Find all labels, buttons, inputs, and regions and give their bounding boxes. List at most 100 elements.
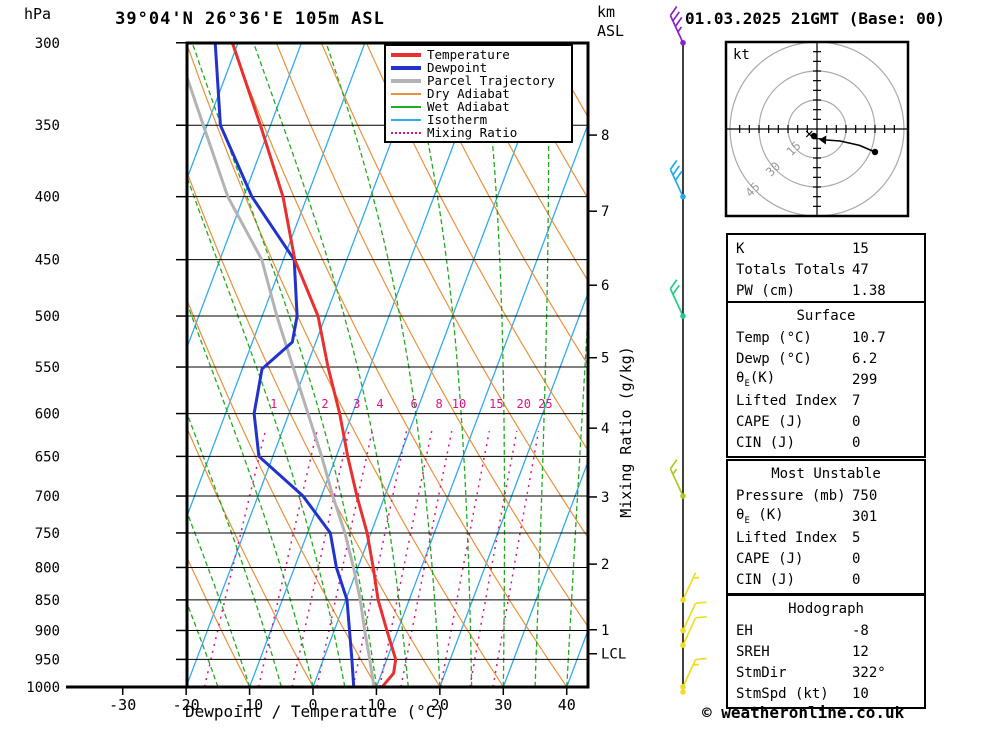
wind-barb-700 — [669, 459, 686, 499]
svg-text:850: 850 — [35, 593, 60, 609]
svg-text:750: 750 — [35, 526, 60, 542]
svg-text:700: 700 — [35, 489, 60, 505]
svg-text:1000: 1000 — [26, 680, 60, 696]
table-row: Lifted Index 7 — [736, 390, 916, 411]
svg-text:450: 450 — [35, 253, 60, 269]
hodograph-ring-label: 15 — [784, 139, 804, 159]
row-value: 6.2 — [852, 350, 878, 367]
table-title: Most Unstable — [771, 466, 881, 482]
table-title: Hodograph — [788, 601, 864, 617]
mixing-ratio-axis-label: Mixing Ratio (g/kg) — [617, 346, 635, 518]
row-value: -8 — [852, 622, 869, 639]
svg-text:600: 600 — [35, 407, 60, 423]
legend-label: Isotherm — [427, 112, 488, 127]
table-hodograph: Hodograph EH -8 SREH 12 StmDir 322° StmSpd (kt)… — [726, 594, 926, 709]
svg-text:4: 4 — [601, 421, 609, 437]
dewpoint-line-sample — [391, 65, 421, 70]
legend-item-dry_adiabat: Dry Adiabat — [391, 87, 567, 100]
svg-text:-20: -20 — [173, 696, 200, 714]
svg-text:2: 2 — [601, 557, 609, 573]
table-surface: Surface Temp (°C) 10.7 Dewp (°C) 6.2 θE(K) 299… — [726, 301, 926, 458]
row-value: 10 — [852, 685, 869, 702]
km-axis: 8 7 6 5 4 3 2 1 LCL — [589, 128, 626, 663]
table-row: Dewp (°C) 6.2 — [736, 348, 916, 369]
date-label: 01.03.2025 21GMT (Base: 00) — [684, 9, 946, 28]
legend-item-wet_adiabat: Wet Adiabat — [391, 100, 567, 113]
row-value: 299 — [852, 371, 878, 388]
row-label: SREH — [736, 643, 770, 660]
svg-text:0: 0 — [308, 696, 317, 714]
parcel-trajectory-curve — [187, 72, 376, 687]
wind-barb-1000 — [680, 657, 707, 690]
svg-text:350: 350 — [35, 118, 60, 134]
legend-label: Dewpoint — [427, 60, 488, 75]
table-row: CIN (J) 0 — [736, 432, 916, 453]
isotherm-line-sample — [391, 118, 421, 121]
table-row: Temp (°C) 10.7 — [736, 327, 916, 348]
svg-text:10: 10 — [452, 397, 466, 411]
table-row: Totals Totals 47 — [736, 259, 916, 280]
altitude-unit-label: km ASL — [597, 3, 624, 41]
wind-barb-300 — [669, 5, 686, 46]
svg-text:2: 2 — [321, 397, 328, 411]
svg-text:20: 20 — [516, 397, 530, 411]
row-value: 0 — [852, 434, 861, 451]
svg-text:6: 6 — [410, 397, 417, 411]
svg-text:25: 25 — [538, 397, 552, 411]
row-label: K — [736, 240, 745, 257]
row-label: EH — [736, 622, 753, 639]
legend-label: Dry Adiabat — [427, 86, 510, 101]
table-indices: K 15 Totals Totals 47 PW (cm) 1.38 — [726, 233, 926, 306]
wind-barb-column — [669, 5, 707, 695]
row-label: CAPE (J) — [736, 550, 804, 567]
row-value: 5 — [852, 529, 861, 546]
dewpoint-curve — [213, 43, 356, 687]
table-row: K 15 — [736, 238, 916, 259]
svg-text:-30: -30 — [109, 696, 136, 714]
table-row: Lifted Index 5 — [736, 527, 916, 548]
mixing-ratio-lines — [203, 430, 540, 687]
parcel-line-sample — [391, 78, 421, 83]
table-row: StmDir 322° — [736, 662, 916, 683]
svg-text:1: 1 — [601, 623, 609, 639]
legend-item-temperature: Temperature — [391, 48, 567, 61]
row-value: 7 — [852, 392, 861, 409]
table-row: EH -8 — [736, 620, 916, 641]
svg-text:20: 20 — [431, 696, 449, 714]
legend-label: Wet Adiabat — [427, 99, 510, 114]
hodograph-unit-label: kt — [733, 47, 750, 63]
svg-text:4: 4 — [376, 397, 383, 411]
legend-item-parcel: Parcel Trajectory — [391, 74, 567, 87]
row-value: 0 — [852, 413, 861, 430]
table-row: CIN (J) 0 — [736, 569, 916, 590]
svg-text:950: 950 — [35, 652, 60, 668]
svg-text:500: 500 — [35, 309, 60, 325]
svg-text:40: 40 — [558, 696, 576, 714]
svg-text:300: 300 — [35, 36, 60, 52]
row-value: 47 — [852, 261, 869, 278]
row-value: 0 — [852, 571, 861, 588]
page-title: 39°04'N 26°36'E 105m ASL — [115, 9, 385, 29]
row-value: 301 — [852, 508, 878, 525]
hodograph-trace — [826, 139, 876, 153]
row-value: 0 — [852, 550, 861, 567]
table-title: Surface — [796, 308, 856, 324]
row-value: 750 — [852, 487, 878, 504]
row-label: StmDir — [736, 664, 787, 681]
legend: Temperature Dewpoint Parcel Trajectory Dry … — [384, 44, 573, 143]
table-row: Pressure (mb) 750 — [736, 485, 916, 506]
legend-item-mixing_ratio: Mixing Ratio — [391, 126, 567, 139]
table-row: PW (cm) 1.38 — [736, 280, 916, 301]
svg-text:3: 3 — [601, 490, 609, 506]
table-row: θE(K) 299 — [736, 369, 916, 390]
wind-barb-400 — [669, 159, 686, 200]
pressure-unit-label: hPa — [24, 5, 52, 23]
copyright: © weatheronline.co.uk — [702, 703, 905, 722]
wind-barb-900 — [680, 601, 707, 634]
svg-text:5: 5 — [601, 351, 609, 367]
row-label: Temp (°C) — [736, 329, 812, 346]
legend-item-isotherm: Isotherm — [391, 113, 567, 126]
row-label: CIN (J) — [736, 434, 796, 451]
